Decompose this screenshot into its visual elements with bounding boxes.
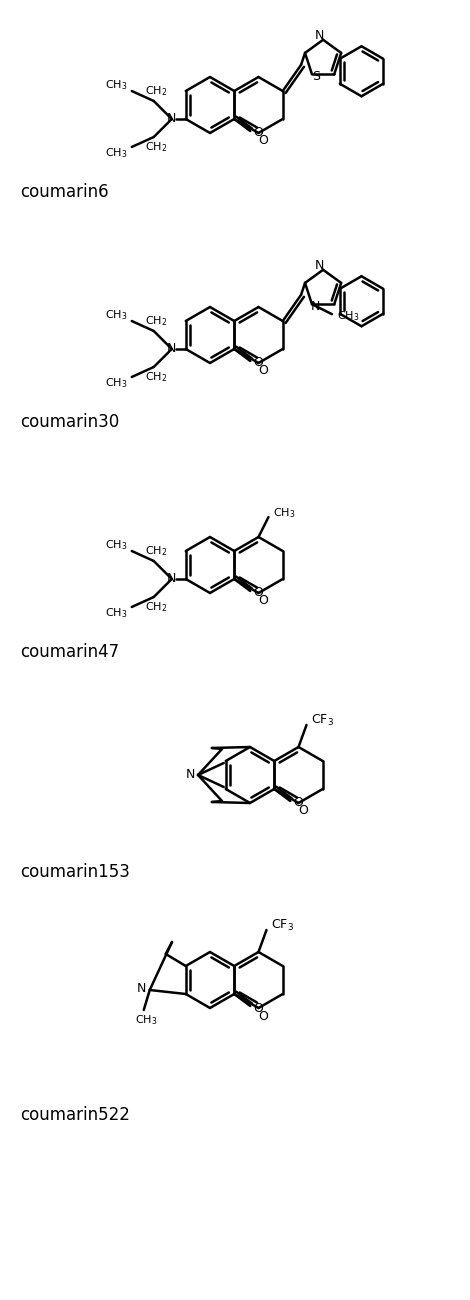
Text: CH$_2$: CH$_2$ [145, 545, 167, 558]
Text: CH$_3$: CH$_3$ [104, 78, 127, 92]
Text: N: N [185, 768, 195, 781]
Text: CH$_3$: CH$_3$ [104, 146, 127, 160]
Text: S: S [312, 70, 320, 83]
Text: O: O [293, 797, 303, 810]
Text: CH$_3$: CH$_3$ [104, 308, 127, 322]
Text: N: N [314, 259, 324, 272]
Text: O: O [253, 126, 263, 139]
Text: CH$_3$: CH$_3$ [104, 606, 127, 620]
Text: N: N [167, 113, 176, 126]
Text: CH$_3$: CH$_3$ [134, 1013, 157, 1027]
Text: N: N [167, 342, 176, 355]
Text: CF$_3$: CF$_3$ [311, 712, 334, 728]
Text: coumarin153: coumarin153 [20, 863, 130, 881]
Text: N: N [311, 300, 321, 313]
Text: N: N [137, 982, 147, 994]
Text: O: O [253, 1001, 263, 1014]
Text: coumarin30: coumarin30 [20, 413, 119, 432]
Text: CH$_2$: CH$_2$ [145, 370, 167, 383]
Text: CH$_3$: CH$_3$ [104, 376, 127, 390]
Text: CH$_2$: CH$_2$ [145, 601, 167, 614]
Text: CH$_3$: CH$_3$ [104, 538, 127, 552]
Text: N: N [167, 572, 176, 585]
Text: O: O [258, 134, 268, 147]
Text: CH$_3$: CH$_3$ [337, 309, 359, 324]
Text: CH$_2$: CH$_2$ [145, 315, 167, 328]
Text: coumarin47: coumarin47 [20, 644, 119, 660]
Text: O: O [258, 1010, 268, 1023]
Text: CH$_3$: CH$_3$ [273, 506, 296, 520]
Text: CH$_2$: CH$_2$ [145, 84, 167, 98]
Text: CF$_3$: CF$_3$ [271, 918, 294, 932]
Text: coumarin522: coumarin522 [20, 1106, 130, 1124]
Text: O: O [253, 586, 263, 599]
Text: N: N [314, 30, 324, 43]
Text: CH$_2$: CH$_2$ [145, 140, 167, 153]
Text: O: O [298, 805, 308, 818]
Text: O: O [253, 356, 263, 369]
Text: O: O [258, 594, 268, 607]
Text: coumarin6: coumarin6 [20, 183, 109, 202]
Text: O: O [258, 364, 268, 377]
